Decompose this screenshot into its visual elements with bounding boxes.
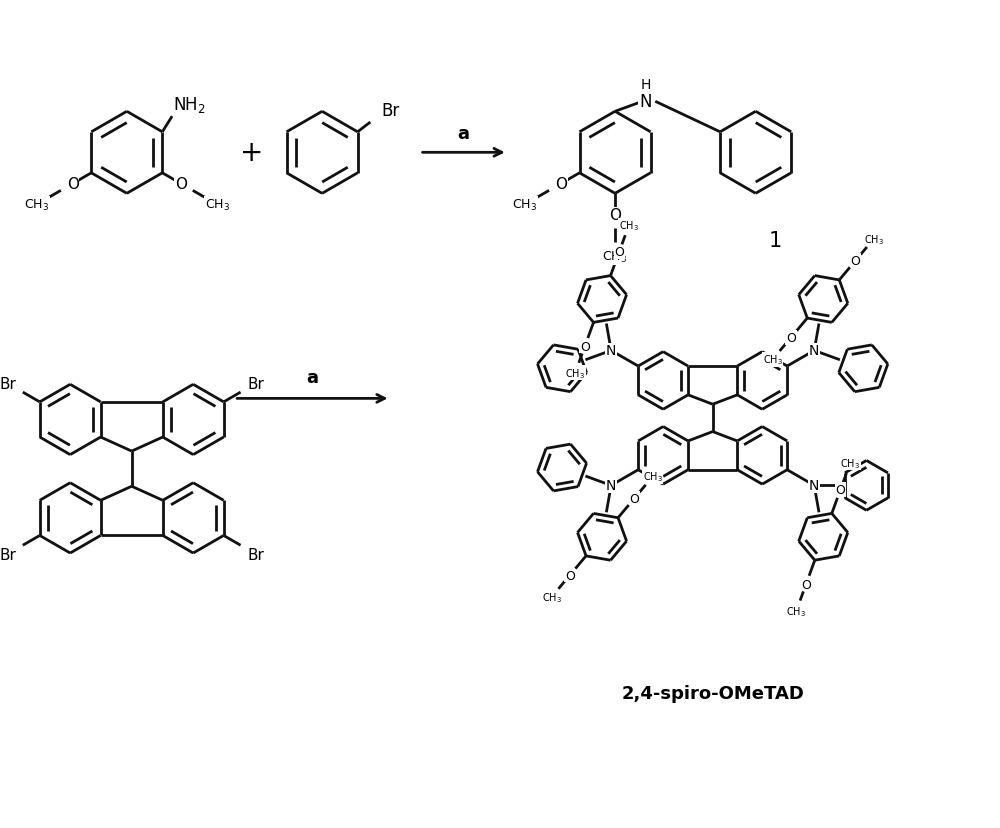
Text: O: O [629, 492, 639, 505]
Text: N: N [809, 479, 819, 493]
Text: CH$_3$: CH$_3$ [512, 198, 537, 213]
Text: O: O [614, 246, 624, 259]
Text: CH$_3$: CH$_3$ [864, 233, 884, 247]
Text: O: O [801, 578, 811, 591]
Text: O: O [786, 331, 796, 344]
Text: CH$_3$: CH$_3$ [602, 250, 628, 265]
Text: O: O [609, 208, 621, 223]
Text: 1: 1 [769, 231, 782, 251]
Text: H: H [640, 78, 651, 92]
Text: CH$_3$: CH$_3$ [542, 590, 562, 604]
Text: O: O [580, 340, 590, 354]
Text: O: O [175, 177, 187, 192]
Text: Br: Br [382, 102, 400, 120]
Text: CH$_3$: CH$_3$ [565, 367, 585, 380]
Text: CH$_3$: CH$_3$ [619, 219, 639, 233]
Text: +: + [240, 139, 263, 167]
Text: O: O [836, 484, 845, 497]
Text: NH$_2$: NH$_2$ [173, 95, 206, 115]
Text: O: O [851, 255, 861, 267]
Text: Br: Br [247, 546, 264, 562]
Text: CH$_3$: CH$_3$ [24, 198, 49, 213]
Text: CH$_3$: CH$_3$ [763, 353, 783, 367]
Text: CH$_3$: CH$_3$ [840, 456, 860, 470]
Text: 2,4-spiro-OMeTAD: 2,4-spiro-OMeTAD [621, 685, 804, 702]
Text: CH$_3$: CH$_3$ [205, 198, 230, 213]
Text: N: N [606, 479, 616, 493]
Text: N: N [809, 344, 819, 358]
Text: N: N [639, 94, 652, 111]
Text: Br: Br [0, 377, 16, 392]
Text: O: O [555, 177, 567, 192]
Text: CH$_3$: CH$_3$ [643, 470, 663, 484]
Text: Br: Br [0, 546, 16, 562]
Text: N: N [606, 344, 616, 358]
Text: Br: Br [247, 377, 264, 392]
Text: a: a [458, 125, 470, 142]
Text: CH$_3$: CH$_3$ [786, 604, 806, 618]
Text: O: O [67, 177, 79, 192]
Text: a: a [306, 368, 318, 387]
Text: O: O [565, 569, 575, 582]
